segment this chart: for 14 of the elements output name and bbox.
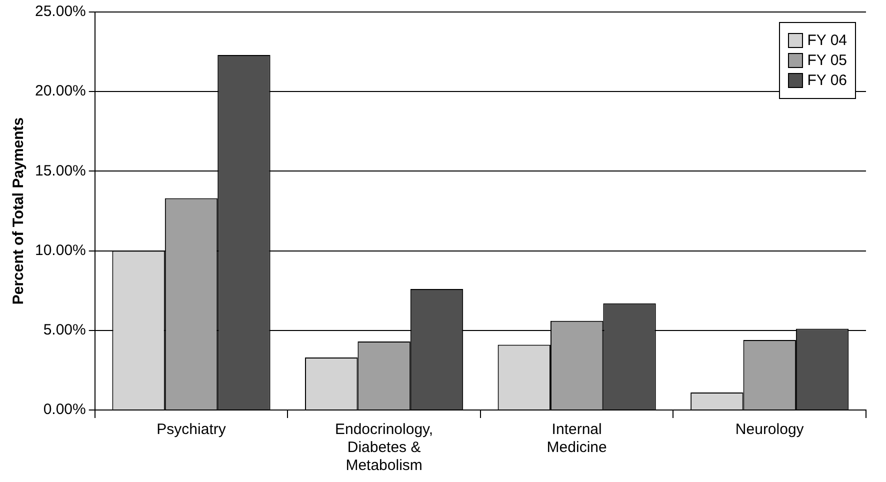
y-axis-title: Percent of Total Payments <box>10 117 28 305</box>
legend-label: FY 05 <box>807 52 847 69</box>
y-tick-label: 10.00% <box>35 242 86 259</box>
x-tick-label: Internal Medicine <box>546 421 607 456</box>
y-tick-label: 15.00% <box>35 162 86 180</box>
y-tick-label: 20.00% <box>35 82 86 100</box>
y-tick-label: 5.00% <box>43 322 86 339</box>
y-tick-label: 0.00% <box>43 401 86 418</box>
x-tick-label: Endocrinology, Diabetes & Metabolism <box>334 421 434 474</box>
x-tick-label: Psychiatry <box>156 421 226 438</box>
legend-label: FY 06 <box>807 72 847 89</box>
legend-label: FY 04 <box>807 32 847 49</box>
y-tick-label: 25.00% <box>35 3 86 20</box>
x-tick-label: Neurology <box>735 421 804 438</box>
